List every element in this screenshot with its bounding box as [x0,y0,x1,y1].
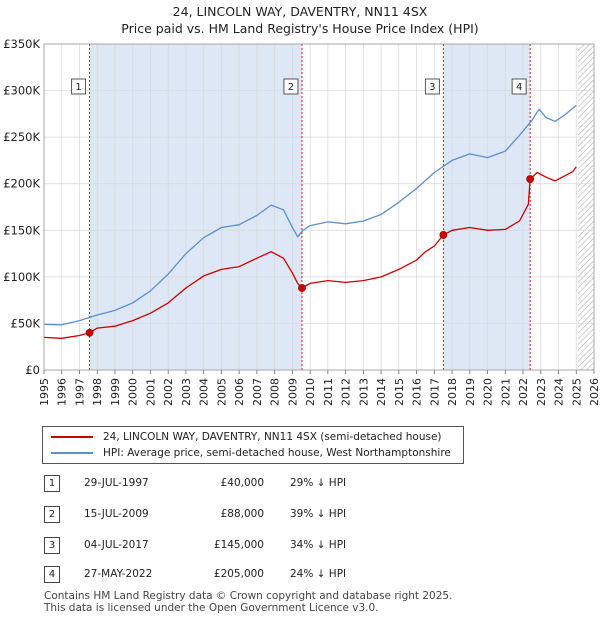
x-tick-label: 2009 [286,378,299,406]
x-tick-label: 2022 [517,378,530,406]
sale-hpi-diff: 34% ↓ HPI [290,539,347,551]
x-tick-label: 2004 [198,378,211,406]
x-tick-label: 2019 [464,378,477,406]
x-tick-label: 2006 [233,378,246,406]
x-tick-label: 2008 [269,378,282,406]
sale-point [298,284,306,292]
chart-subtitle: Price paid vs. HM Land Registry's House … [121,21,479,36]
x-tick-label: 1996 [56,378,69,406]
sale-date: 04-JUL-2017 [84,539,149,551]
x-tick-label: 2003 [180,378,193,406]
sale-marker-label: 4 [516,82,522,93]
y-tick-label: £200K [3,177,40,191]
sale-marker-label: 1 [75,82,81,93]
x-tick-label: 2017 [428,378,441,406]
y-tick-label: £100K [3,270,40,284]
x-tick-label: 2005 [215,378,228,406]
sale-date: 29-JUL-1997 [84,477,149,489]
x-tick-label: 2021 [499,378,512,406]
y-tick-label: £250K [3,130,40,144]
legend-item-price: 24, LINCOLN WAY, DAVENTRY, NN11 4SX (sem… [51,429,442,445]
sale-number-badge: 3 [44,537,60,554]
legend-item-hpi: HPI: Average price, semi-detached house,… [51,445,451,461]
legend-swatch-hpi [51,452,93,454]
sale-point [439,231,448,239]
x-tick-label: 2024 [553,378,566,406]
sale-date: 15-JUL-2009 [84,508,149,520]
x-tick-label: 2014 [375,378,388,406]
chart-title: 24, LINCOLN WAY, DAVENTRY, NN11 4SX [172,4,428,19]
y-tick-label: £50K [11,316,41,330]
y-tick-label: £0 [25,363,40,377]
footer: Contains HM Land Registry data © Crown c… [44,590,452,614]
sale-number-badge: 2 [44,506,60,523]
sale-number-badge: 4 [44,566,60,583]
x-tick-label: 2015 [393,378,406,406]
hpi-series-line [43,104,577,326]
sale-price: £145,000 [213,539,264,551]
legend: 24, LINCOLN WAY, DAVENTRY, NN11 4SX (sem… [42,426,464,464]
shaded-period [89,44,302,370]
y-tick-label: £150K [3,223,40,237]
x-tick-label: 2023 [535,378,548,406]
x-tick-label: 1999 [109,378,122,406]
price-series-line [43,166,577,339]
x-tick-label: 2002 [162,378,175,406]
copyright-notice: Contains HM Land Registry data © Crown c… [44,590,453,602]
x-tick-label: 1997 [73,378,86,406]
forecast-hatch [578,44,594,370]
sale-marker-box [424,78,440,95]
shaded-period [443,44,531,370]
x-tick-label: 2018 [446,378,459,406]
sale-point [85,328,94,337]
x-tick-label: 1998 [91,378,104,406]
y-tick-label: £300K [3,84,40,98]
x-tick-label: 2000 [127,378,140,406]
x-tick-label: 2011 [322,378,335,406]
sale-number-badge: 1 [44,475,60,492]
x-tick-label: 1995 [38,378,51,406]
legend-label-price: 24, LINCOLN WAY, DAVENTRY, NN11 4SX (sem… [103,431,442,443]
legend-swatch-price [51,436,93,438]
sale-marker-box [71,78,87,95]
legend-label-hpi: HPI: Average price, semi-detached house,… [103,447,451,459]
x-tick-label: 2001 [144,378,157,406]
sale-marker-box [511,78,527,95]
x-tick-label: 2020 [482,378,495,406]
licence-notice: This data is licensed under the Open Gov… [44,602,379,614]
x-tick-label: 2013 [357,378,370,406]
x-tick-label: 2016 [411,378,424,406]
plot-frame [43,43,595,371]
sale-hpi-diff: 24% ↓ HPI [290,568,347,580]
x-tick-label: 2010 [304,378,317,406]
y-tick-label: £350K [3,37,40,51]
sale-hpi-diff: 29% ↓ HPI [290,477,347,489]
sale-price: £40,000 [220,477,264,489]
sale-marker-box [283,78,299,95]
sale-price: £205,000 [213,568,264,580]
x-tick-label: 2025 [570,378,583,406]
x-tick-label: 2012 [340,378,353,406]
price-chart: 1995 1996 1997 1998 1999 2000 2001 2002 2003 2004… [3,37,600,406]
sale-date: 27-MAY-2022 [84,568,153,580]
x-tick-label: 2007 [251,378,264,406]
sale-point [526,175,535,183]
x-tick-label: 2026 [588,378,600,406]
sale-marker-label: 3 [429,82,435,93]
sale-marker-label: 2 [288,82,294,93]
sale-hpi-diff: 39% ↓ HPI [290,508,347,520]
sale-price: £88,000 [220,508,264,520]
